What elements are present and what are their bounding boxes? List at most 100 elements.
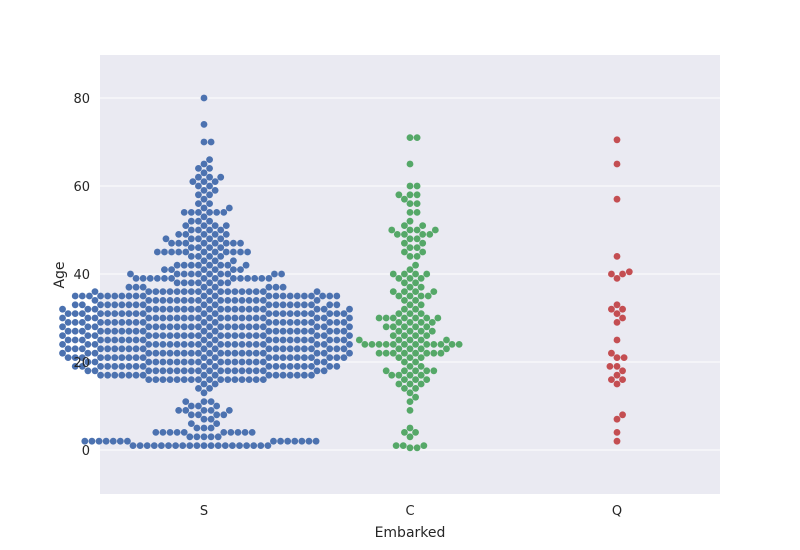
point-S (71, 327, 79, 335)
point-Q (619, 411, 626, 419)
point-Q (613, 354, 621, 361)
point-S (97, 336, 104, 344)
point-S (265, 292, 273, 300)
point-S (326, 319, 334, 326)
point-S (259, 358, 267, 366)
point-S (326, 363, 334, 370)
point-C (395, 345, 403, 353)
point-S (333, 336, 341, 344)
point-S (152, 323, 160, 331)
point-S (286, 363, 294, 370)
point-S (243, 442, 251, 449)
point-S (200, 301, 208, 309)
point-C (406, 345, 414, 353)
point-S (245, 332, 253, 339)
point-S (279, 363, 287, 370)
y-tick-label: 60 (73, 180, 90, 195)
point-C (395, 371, 403, 379)
y-tick-label: 80 (73, 92, 90, 107)
point-S (217, 349, 225, 357)
point-S (211, 266, 219, 273)
point-S (207, 415, 215, 423)
point-S (279, 327, 287, 335)
point-S (172, 442, 180, 449)
point-S (222, 222, 230, 230)
point-S (224, 288, 232, 295)
point-C (419, 239, 427, 247)
point-C (406, 292, 414, 300)
point-C (401, 195, 408, 203)
point-S (166, 305, 174, 313)
point-C (420, 442, 428, 449)
point-S (78, 301, 86, 309)
point-S (168, 239, 175, 247)
point-C (419, 248, 427, 256)
point-S (158, 442, 165, 449)
point-S (231, 305, 239, 313)
point-S (333, 327, 341, 335)
point-S (217, 376, 225, 383)
point-S (159, 305, 167, 313)
point-S (166, 358, 174, 366)
point-S (139, 371, 147, 379)
point-S (252, 349, 260, 357)
point-C (382, 323, 390, 331)
point-S (97, 292, 104, 300)
point-Q (620, 354, 628, 361)
point-S (111, 371, 119, 379)
point-S (173, 429, 181, 436)
point-S (180, 358, 188, 366)
point-S (195, 217, 202, 225)
point-S (211, 380, 219, 388)
point-C (382, 314, 390, 322)
point-S (300, 345, 308, 353)
point-S (213, 209, 221, 216)
point-C (395, 327, 403, 335)
point-S (200, 121, 208, 128)
point-Q (619, 305, 626, 313)
point-S (286, 319, 294, 326)
point-S (145, 367, 153, 375)
point-S (161, 248, 168, 256)
point-S (224, 358, 232, 366)
point-C (395, 319, 403, 326)
point-S (206, 323, 213, 331)
point-S (187, 209, 195, 216)
point-S (319, 292, 327, 300)
point-S (91, 305, 99, 313)
point-S (229, 239, 237, 247)
point-S (326, 301, 334, 309)
point-C (406, 182, 414, 190)
point-S (214, 433, 222, 441)
point-S (340, 327, 348, 335)
point-C (401, 231, 408, 238)
point-S (187, 341, 195, 348)
point-S (71, 310, 79, 317)
point-C (401, 279, 408, 287)
point-S (200, 266, 208, 273)
point-S (217, 235, 225, 243)
point-S (187, 253, 195, 260)
point-S (193, 433, 201, 441)
point-S (231, 358, 239, 366)
point-S (245, 323, 253, 331)
point-S (162, 235, 170, 243)
point-C (395, 310, 403, 317)
point-S (252, 341, 260, 348)
point-C (406, 310, 414, 317)
point-S (104, 336, 112, 344)
point-C (430, 367, 438, 375)
point-S (187, 226, 195, 234)
point-S (272, 363, 280, 370)
point-S (206, 165, 213, 172)
point-S (221, 442, 229, 449)
point-S (211, 222, 219, 230)
point-Q (613, 301, 621, 309)
point-C (401, 429, 408, 436)
point-S (195, 270, 202, 278)
point-Q (608, 305, 615, 313)
point-S (242, 261, 250, 269)
point-S (71, 363, 79, 370)
point-S (195, 323, 202, 331)
